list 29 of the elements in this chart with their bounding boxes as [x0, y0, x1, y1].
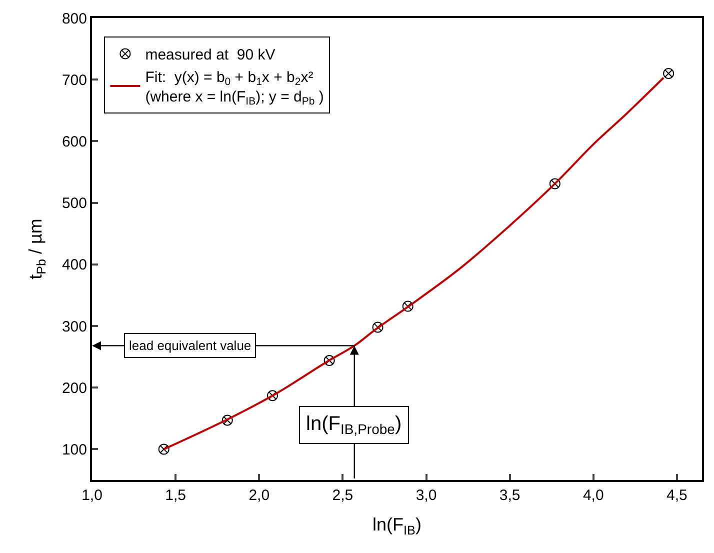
- y-tick-label: 100: [62, 441, 87, 458]
- y-tick-label: 200: [62, 380, 87, 397]
- point: [222, 414, 233, 426]
- x-tick-label: 3,5: [499, 487, 520, 504]
- point: [663, 68, 674, 79]
- x-axis-title: ln(F$_{IB}$): [372, 514, 422, 538]
- annotation: lead equivalent value: [129, 338, 252, 353]
- legend-label: measured at 90 kV: [145, 46, 276, 64]
- x-tick-label: 3,0: [416, 487, 437, 504]
- x-tick-label: 1,0: [82, 487, 102, 504]
- x-tick-label: 2,5: [332, 487, 354, 504]
- y-tick-label: 800: [62, 10, 87, 28]
- point: [402, 300, 414, 312]
- y-tick-label: 500: [62, 195, 87, 212]
- x-tick-label: 4,0: [582, 487, 604, 504]
- y-tick-label: 300: [62, 318, 87, 336]
- point: [372, 322, 384, 333]
- annotation: ln(F$_{IB,Probe}$): [306, 413, 402, 438]
- point: [324, 355, 335, 366]
- text: Fit: y(x) = b$_{0}$ + b$_{1}$x + b$_{2}$x² (where x = ln(F$_{IB}$); y = d$_{Pb}$ ): [145, 69, 324, 108]
- x-tick-label: 4,5: [666, 487, 688, 504]
- point: [549, 178, 560, 190]
- x-tick-label: 1,5: [165, 487, 186, 504]
- point: [158, 444, 170, 455]
- point: [267, 390, 278, 402]
- x-tick-label: 2,0: [248, 487, 270, 504]
- y-tick-label: 600: [62, 133, 87, 150]
- y-tick-label: 700: [62, 72, 87, 89]
- y-tick-label: 400: [62, 256, 87, 274]
